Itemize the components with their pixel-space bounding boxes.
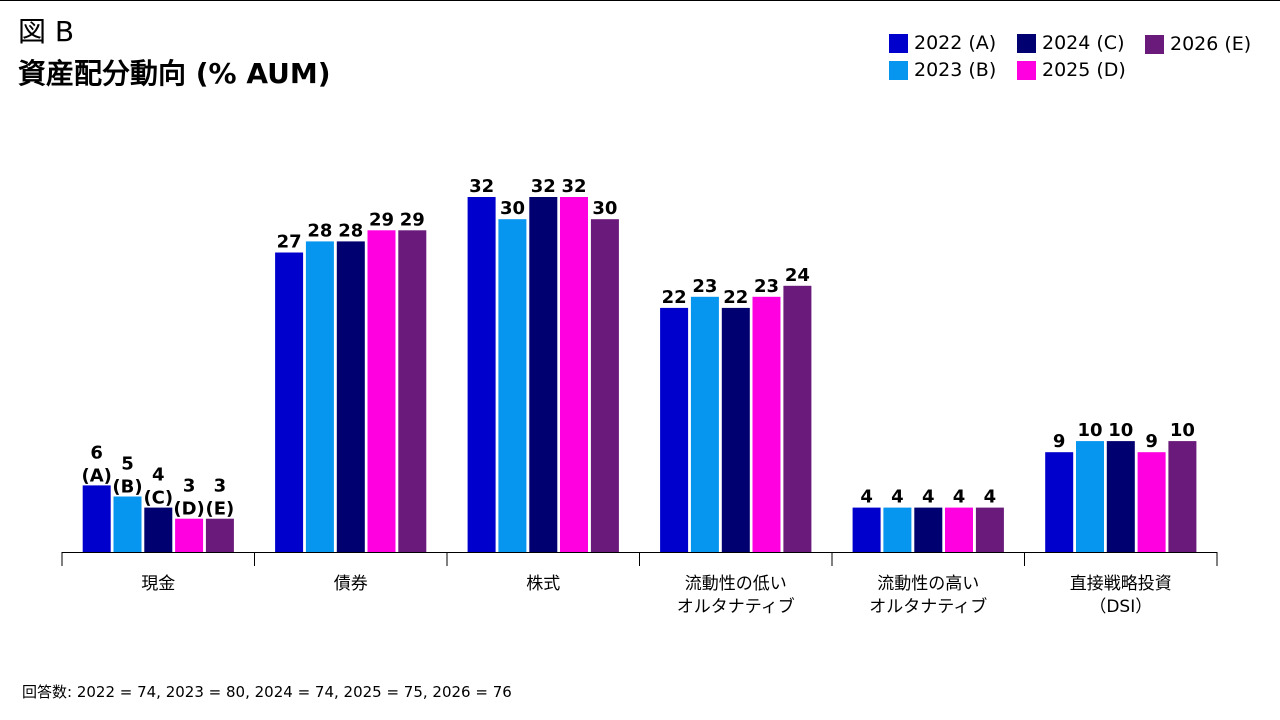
value-label-2-1: 30 — [500, 198, 525, 219]
legend-item-2023: 2023 (B) — [889, 59, 996, 81]
category-label-4-0: 流動性の高い — [877, 574, 979, 594]
footnote: 回答数: 2022 = 74, 2023 = 80, 2024 = 74, 20… — [22, 683, 512, 701]
value-label-3-4: 24 — [785, 265, 810, 286]
bar-0-3 — [175, 518, 204, 552]
value-label-0-1: 5 (B) — [112, 454, 142, 498]
value-label-4-3: 4 — [953, 487, 966, 508]
category-label-5-1: （DSI） — [1089, 597, 1152, 617]
legend-swatch-2023 — [889, 60, 908, 80]
bar-5-0 — [1045, 452, 1074, 552]
value-label-5-0: 9 — [1053, 431, 1066, 452]
legend-swatch-2025 — [1017, 60, 1036, 80]
legend-label-2022: 2022 (A) — [914, 32, 997, 54]
value-label-0-2: 4 (C) — [143, 465, 173, 509]
value-label-5-3: 9 — [1145, 431, 1158, 452]
bar-4-2 — [914, 507, 943, 552]
chart-title: 資産配分動向 (% AUM) — [18, 57, 331, 90]
bar-3-2 — [721, 307, 750, 552]
bar-3-3 — [752, 296, 781, 552]
value-label-0-4: 3 (E) — [206, 476, 235, 520]
bar-0-0 — [82, 485, 111, 552]
value-label-4-2: 4 — [922, 487, 935, 508]
legend-item-2026: 2026 (E) — [1145, 33, 1251, 55]
value-label-3-1: 23 — [692, 276, 717, 297]
legend-label-2025: 2025 (D) — [1042, 59, 1126, 81]
bar-4-4 — [975, 507, 1004, 552]
category-label-3-0: 流動性の低い — [685, 574, 787, 594]
category-label-4-1: オルタナティブ — [869, 596, 987, 617]
value-label-1-3: 29 — [369, 209, 394, 230]
value-label-2-2: 32 — [531, 176, 556, 197]
value-label-4-4: 4 — [984, 487, 997, 508]
bar-5-3 — [1137, 452, 1166, 552]
category-label-5-0: 直接戦略投資 — [1070, 574, 1172, 594]
legend-swatch-2022 — [889, 33, 908, 53]
legend-item-2022: 2022 (A) — [889, 32, 996, 54]
bar-3-0 — [660, 307, 689, 552]
figure-label: 図 B — [18, 15, 75, 48]
legend-swatch-2024 — [1017, 33, 1036, 53]
value-label-1-0: 27 — [277, 232, 302, 253]
bar-1-4 — [398, 230, 427, 553]
bar-4-0 — [852, 507, 881, 552]
legend-label-2024: 2024 (C) — [1042, 32, 1125, 54]
value-label-3-0: 22 — [662, 287, 687, 308]
value-label-1-4: 29 — [400, 209, 425, 230]
value-label-1-2: 28 — [338, 220, 363, 241]
top-rule — [0, 0, 1280, 1]
legend-swatch-2026 — [1145, 34, 1164, 54]
legend-item-2024: 2024 (C) — [1017, 32, 1125, 54]
bar-4-3 — [945, 507, 973, 552]
bar-2-0 — [467, 197, 496, 552]
value-label-4-1: 4 — [891, 487, 904, 508]
value-label-0-3: 3 (D) — [173, 476, 204, 520]
bar-2-2 — [529, 197, 558, 552]
value-label-5-4: 10 — [1170, 420, 1195, 441]
bar-1-2 — [336, 241, 365, 552]
value-label-3-3: 23 — [754, 276, 779, 297]
category-label-3-1: オルタナティブ — [677, 596, 795, 617]
category-label-1-0: 債券 — [334, 574, 368, 594]
category-label-2-0: 株式 — [526, 574, 560, 594]
value-label-2-3: 32 — [561, 176, 586, 197]
bar-0-2 — [144, 507, 173, 552]
bar-5-4 — [1168, 441, 1197, 552]
bar-3-1 — [690, 296, 719, 552]
bar-0-1 — [113, 496, 142, 552]
value-label-5-1: 10 — [1077, 420, 1102, 441]
value-label-1-1: 28 — [307, 220, 332, 241]
bar-1-0 — [275, 252, 304, 552]
bar-3-4 — [783, 285, 812, 553]
value-label-5-2: 10 — [1108, 420, 1133, 441]
bar-5-2 — [1106, 441, 1135, 552]
bar-2-1 — [498, 219, 527, 552]
bar-1-1 — [305, 241, 334, 552]
bar-1-3 — [367, 230, 396, 553]
bar-0-4 — [205, 518, 234, 552]
value-label-4-0: 4 — [860, 487, 873, 508]
bar-2-3 — [560, 197, 588, 552]
legend-item-2025: 2025 (D) — [1017, 59, 1126, 81]
bar-2-4 — [590, 219, 619, 552]
value-label-2-0: 32 — [469, 176, 494, 197]
legend-label-2023: 2023 (B) — [914, 59, 997, 81]
bar-5-1 — [1076, 441, 1104, 552]
value-label-3-2: 22 — [723, 287, 748, 308]
legend-label-2026: 2026 (E) — [1170, 33, 1252, 55]
bar-4-1 — [883, 507, 912, 552]
value-label-0-0: 6 (A) — [82, 442, 112, 486]
value-label-2-4: 30 — [592, 198, 617, 219]
category-label-0-0: 現金 — [141, 574, 175, 594]
